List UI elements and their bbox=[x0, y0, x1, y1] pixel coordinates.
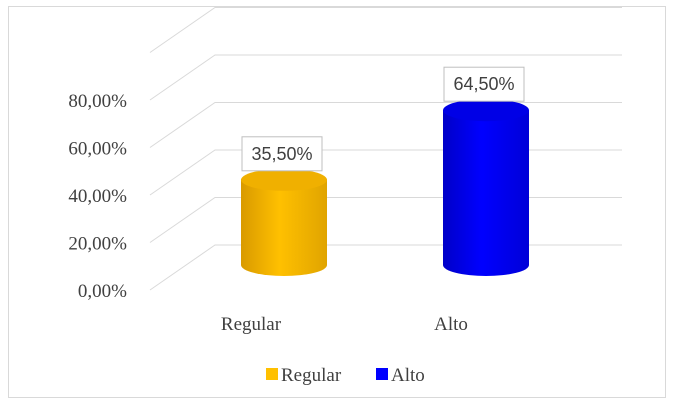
chart-frame bbox=[8, 6, 666, 398]
bar-top bbox=[443, 99, 529, 122]
y-tick-label: 20,00% bbox=[68, 234, 127, 255]
bar-alto bbox=[443, 99, 529, 276]
legend-label: Alto bbox=[391, 365, 425, 386]
gridline bbox=[149, 7, 622, 53]
data-label: 35,50% bbox=[241, 136, 323, 172]
data-label-text: 35,50% bbox=[251, 144, 312, 164]
bar-top bbox=[241, 168, 327, 191]
gridlines bbox=[149, 7, 622, 291]
data-label: 64,50% bbox=[443, 66, 525, 102]
gridline bbox=[149, 149, 622, 196]
data-label-box bbox=[443, 66, 525, 102]
legend-swatch bbox=[376, 368, 388, 380]
category-label: Regular bbox=[221, 314, 282, 335]
category-labels: Regular Alto bbox=[221, 314, 468, 335]
bars bbox=[241, 99, 529, 276]
gridline bbox=[149, 102, 622, 148]
bar-body bbox=[241, 179, 327, 276]
data-label-box bbox=[241, 136, 323, 172]
data-label-text: 64,50% bbox=[453, 74, 514, 94]
legend-item: Alto bbox=[376, 365, 425, 386]
bar-regular bbox=[241, 168, 327, 276]
gridline bbox=[149, 244, 622, 291]
y-axis-labels: 0,00% 20,00% 40,00% 60,00% 80,00% bbox=[68, 91, 127, 302]
y-tick-label: 80,00% bbox=[68, 91, 127, 112]
legend-item: Regular bbox=[266, 365, 342, 386]
y-tick-label: 40,00% bbox=[68, 186, 127, 207]
y-tick-label: 0,00% bbox=[78, 281, 127, 302]
legend-swatch bbox=[266, 368, 278, 380]
bar-body bbox=[443, 110, 529, 276]
data-labels: 35,50% 64,50% bbox=[241, 66, 525, 172]
legend-label: Regular bbox=[281, 365, 342, 386]
y-tick-label: 60,00% bbox=[68, 139, 127, 160]
gridline bbox=[149, 54, 622, 101]
gridline bbox=[149, 197, 622, 243]
legend: Regular Alto bbox=[266, 365, 425, 386]
category-label: Alto bbox=[434, 314, 468, 335]
